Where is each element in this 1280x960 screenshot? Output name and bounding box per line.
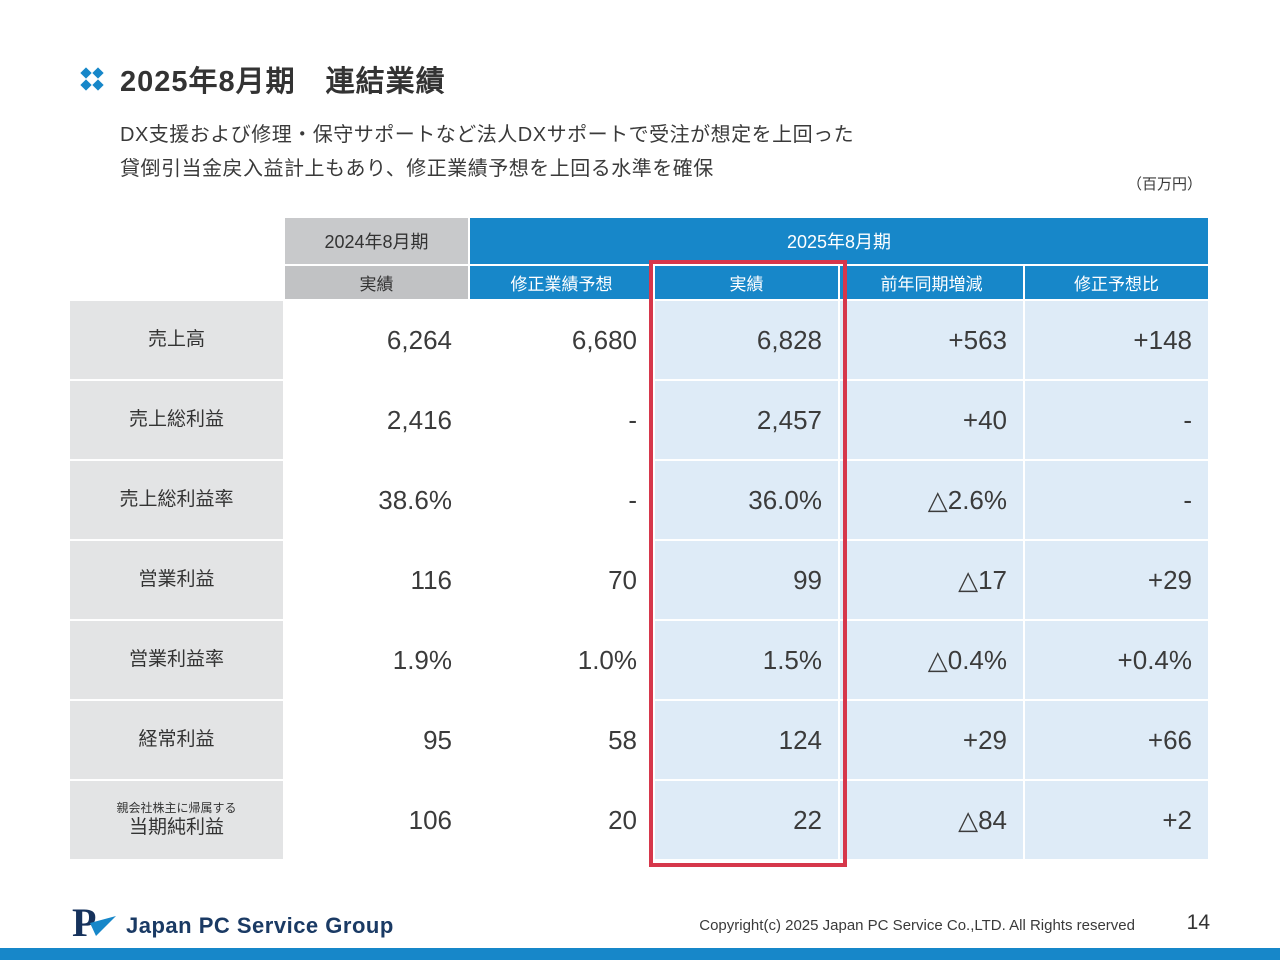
row-label-net-income: 親会社株主に帰属する 当期純利益 <box>70 781 283 859</box>
row-label-net-sales: 売上高 <box>70 301 283 379</box>
cell-2024-actual: 106 <box>285 781 468 859</box>
row-label-ordinary-income: 経常利益 <box>70 701 283 779</box>
footer-logo: P Japan PC Service Group <box>70 900 394 948</box>
cell-2024-actual: 95 <box>285 701 468 779</box>
cell-vs-forecast: - <box>1025 381 1208 459</box>
cell-vs-forecast: +0.4% <box>1025 621 1208 699</box>
cell-2025-actual: 124 <box>655 701 838 779</box>
cell-2025-actual: 6,828 <box>655 301 838 379</box>
footer-logo-text: Japan PC Service Group <box>126 912 394 938</box>
cell-vs-forecast: - <box>1025 461 1208 539</box>
cell-2025-actual: 22 <box>655 781 838 859</box>
cell-revised-forecast: 1.0% <box>470 621 653 699</box>
cell-yoy-change: +29 <box>840 701 1023 779</box>
cell-2024-actual: 1.9% <box>285 621 468 699</box>
title-row: 2025年8月期 連結業績 <box>78 58 446 100</box>
cell-2024-actual: 6,264 <box>285 301 468 379</box>
cell-2024-actual: 38.6% <box>285 461 468 539</box>
cell-vs-forecast: +2 <box>1025 781 1208 859</box>
cell-yoy-change: △17 <box>840 541 1023 619</box>
results-table: 2024年8月期 2025年8月期 実績 修正業績予想 実績 前年同期増減 修正… <box>70 218 1208 859</box>
subtitle-line-2: 貸倒引当金戻入益計上もあり、修正業績予想を上回る水準を確保 <box>120 158 714 180</box>
cell-yoy-change: △0.4% <box>840 621 1023 699</box>
column-group-2024: 2024年8月期 <box>285 218 468 264</box>
footer-logo-icon: P <box>70 900 118 948</box>
row-label-operating-margin: 営業利益率 <box>70 621 283 699</box>
cell-revised-forecast: - <box>470 461 653 539</box>
copyright-text: Copyright(c) 2025 Japan PC Service Co.,L… <box>699 917 1135 934</box>
cell-2024-actual: 116 <box>285 541 468 619</box>
row-label-net-income-note: 親会社株主に帰属する <box>116 800 237 815</box>
cell-vs-forecast: +66 <box>1025 701 1208 779</box>
subheader-actual-2025: 実績 <box>655 266 838 299</box>
footer-accent-bar <box>0 948 1280 960</box>
page-number: 14 <box>1186 911 1210 934</box>
cell-revised-forecast: 70 <box>470 541 653 619</box>
cell-vs-forecast: +29 <box>1025 541 1208 619</box>
cell-revised-forecast: - <box>470 381 653 459</box>
subtitle-line-1: DX支援および修理・保守サポートなど法人DXサポートで受注が想定を上回った <box>120 124 855 146</box>
page-title: 2025年8月期 連結業績 <box>120 66 446 98</box>
cell-vs-forecast: +148 <box>1025 301 1208 379</box>
cell-yoy-change: +563 <box>840 301 1023 379</box>
cell-2025-actual: 99 <box>655 541 838 619</box>
subheader-revised-forecast: 修正業績予想 <box>470 266 653 299</box>
cell-revised-forecast: 58 <box>470 701 653 779</box>
cell-revised-forecast: 20 <box>470 781 653 859</box>
cell-yoy-change: △84 <box>840 781 1023 859</box>
row-label-gross-profit: 売上総利益 <box>70 381 283 459</box>
subheader-yoy-change: 前年同期増減 <box>840 266 1023 299</box>
cell-yoy-change: +40 <box>840 381 1023 459</box>
subheader-actual-2024: 実績 <box>285 266 468 299</box>
row-label-gross-margin: 売上総利益率 <box>70 461 283 539</box>
cell-2025-actual: 2,457 <box>655 381 838 459</box>
cell-2025-actual: 1.5% <box>655 621 838 699</box>
cell-2024-actual: 2,416 <box>285 381 468 459</box>
cell-revised-forecast: 6,680 <box>470 301 653 379</box>
unit-label: （百万円） <box>1126 176 1202 193</box>
company-mark-icon <box>78 65 106 93</box>
table-corner-cell <box>70 218 283 299</box>
subheader-vs-forecast: 修正予想比 <box>1025 266 1208 299</box>
column-group-2025: 2025年8月期 <box>470 218 1208 264</box>
cell-yoy-change: △2.6% <box>840 461 1023 539</box>
cell-2025-actual: 36.0% <box>655 461 838 539</box>
row-label-operating-income: 営業利益 <box>70 541 283 619</box>
